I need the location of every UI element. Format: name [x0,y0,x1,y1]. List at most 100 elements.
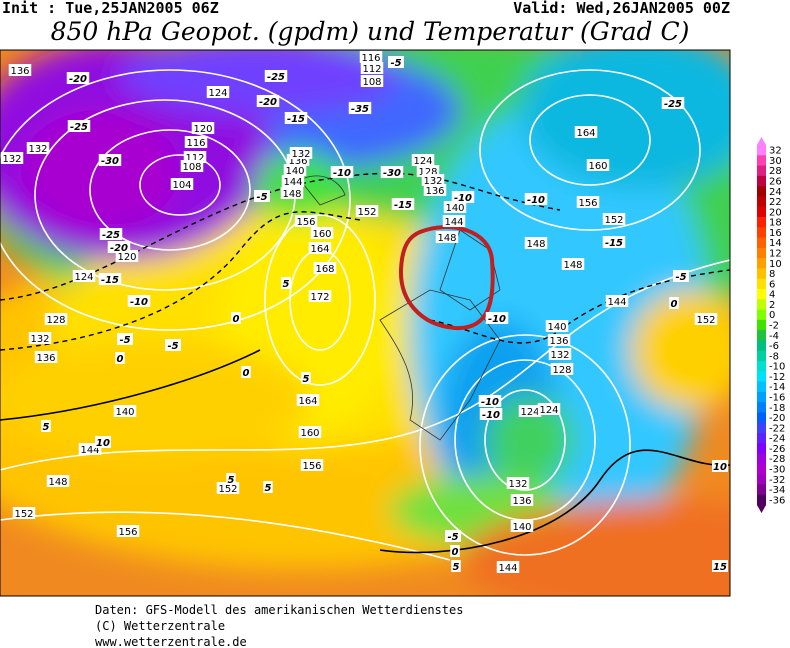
colorbar-swatch [757,186,766,197]
colorbar-swatch [757,165,766,177]
label-box [12,507,36,519]
label-box [485,312,509,324]
label-box [281,277,291,289]
label-box [411,154,435,166]
temperature-label: -15 [101,275,119,286]
geopotential-label: 144 [607,297,626,308]
label-box [537,403,561,415]
temperature-label: -20 [110,243,128,254]
colorbar-swatch [757,175,766,187]
colorbar-label: 26 [769,177,782,188]
geopotential-label: 124 [208,88,227,99]
temperature-label: 5 [228,475,235,486]
temperature-label: -10 [488,314,506,325]
label-box [605,295,629,307]
colorbar-label: -8 [769,351,779,362]
label-box [451,560,461,572]
label-box [67,120,91,132]
temperature-label: -20 [259,97,277,108]
colorbar-label: -12 [769,372,785,383]
temperature-label: -10 [454,193,472,204]
label-box [281,175,305,187]
label-box [241,366,251,378]
map-frame [0,49,731,597]
label-box [28,332,52,344]
temperature-label: 5 [43,422,50,433]
colorbar-swatch [757,247,766,259]
temperature-label: 0 [243,368,250,379]
temperature-label: 5 [283,279,290,290]
colorbar-label: 28 [769,166,782,177]
geopotential-label: 144 [283,177,302,188]
colorbar-label: 16 [769,228,782,239]
geopotential-label: 136 [425,186,444,197]
colorbar-swatch [757,237,766,249]
label-box [41,420,51,432]
label-box [545,320,569,332]
label-box [360,75,384,87]
colorbar-label: 14 [769,238,782,249]
colorbar-swatch [757,443,766,455]
label-box [231,312,241,324]
label-box [359,51,383,63]
label-box [478,395,502,407]
geopotential-label: 136 [36,353,55,364]
temperature-label: -25 [70,122,88,133]
geopotential-label: 132 [550,350,569,361]
temperature-label: -5 [390,58,401,69]
label-box [107,241,131,253]
label-box [46,475,70,487]
colorbar-label: -22 [769,423,785,434]
label-box [518,405,542,417]
label-box [524,237,548,249]
geopotential-label: 136 [288,156,307,167]
colorbar-swatch [757,494,766,506]
label-box [301,372,311,384]
temperature-label: -10 [482,410,500,421]
geopotential-label: 112 [185,153,204,164]
geopotential-label: 160 [312,229,331,240]
source-line: Daten: GFS-Modell des amerikanischen Wet… [95,603,463,617]
colorbar-swatch [757,474,766,485]
colorbar-label: -28 [769,454,785,465]
source-line: (C) Wetterzentrale [95,619,225,633]
label-box [95,436,111,448]
colorbar-label: 24 [769,187,782,198]
geopotential-label: 112 [362,64,381,75]
label-box [8,64,32,76]
map-title: 850 hPa Geopot. (gpdm) und Temperatur (G… [51,17,690,46]
colorbar-label: 8 [769,269,775,280]
geopotential-label: 140 [285,166,304,177]
geopotential-label: 120 [193,124,212,135]
colorbar-label: -32 [769,475,785,486]
label-box [0,152,24,164]
temperature-label: -5 [167,341,178,352]
label-box [391,198,415,210]
geopotential-label: 164 [310,244,329,255]
geopotential-label: 140 [445,203,464,214]
temperature-label: 15 [713,562,727,573]
label-box [116,525,140,537]
label-box [26,142,50,154]
colorbar-label: 6 [769,279,775,290]
label-box [548,348,572,360]
label-box [388,56,404,68]
temperature-label: -15 [605,238,623,249]
geopotential-label: 108 [362,77,381,88]
label-box [661,97,685,109]
colorbar-label: 12 [769,249,782,260]
label-box [310,227,334,239]
geopotential-label: 104 [172,180,191,191]
label-box [170,178,194,190]
temperature-label: -10 [333,168,351,179]
geopotential-label: 148 [437,233,456,244]
label-box [308,290,332,302]
colorbar-swatch [757,371,766,383]
geopotential-label: 164 [576,128,595,139]
colorbar-swatch [757,278,766,290]
colorbar-swatch [757,217,766,228]
colorbar-swatch [757,340,766,352]
geopotential-label: 152 [696,315,715,326]
label-box [226,473,236,485]
